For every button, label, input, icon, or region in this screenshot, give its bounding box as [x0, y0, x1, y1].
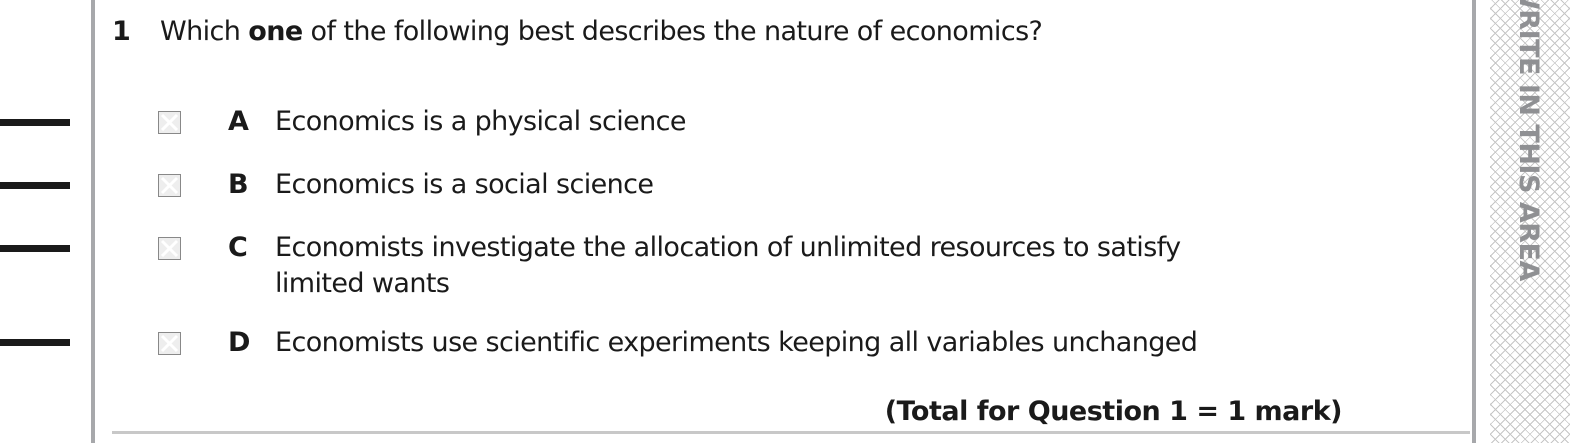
option-text: Economics is a social science — [275, 169, 654, 200]
left-border — [91, 0, 95, 443]
question-emphasis: one — [248, 16, 303, 47]
option-letter: D — [228, 327, 250, 358]
right-border — [1472, 0, 1476, 443]
option-letter: B — [228, 169, 249, 200]
option-text: Economists use scientific experiments ke… — [275, 327, 1198, 358]
question-text: Which — [160, 16, 249, 47]
checkbox-cross-icon[interactable] — [158, 111, 181, 134]
margin-marker — [0, 119, 70, 126]
option-letter: C — [228, 232, 248, 263]
checkbox-cross-icon[interactable] — [158, 332, 181, 355]
do-not-write-area — [1490, 0, 1570, 443]
question-text: of the following best describes the natu… — [302, 16, 1043, 47]
bottom-rule — [112, 431, 1470, 434]
total-marks: (Total for Question 1 = 1 mark) — [884, 396, 1343, 427]
margin-warning: WRITE IN THIS AREA — [1513, 0, 1544, 281]
option-text: Economists investigate the allocation of… — [275, 230, 1275, 302]
option-text-line: Economists investigate the allocation of… — [275, 232, 1181, 263]
option-text-line: limited wants — [275, 268, 450, 299]
question-stem: 1 Which one of the following best describ… — [112, 16, 1043, 47]
checkbox-cross-icon[interactable] — [158, 237, 181, 260]
question-number: 1 — [112, 16, 131, 47]
margin-marker — [0, 182, 70, 189]
option-text: Economics is a physical science — [275, 106, 687, 137]
option-letter: A — [228, 106, 249, 137]
margin-marker — [0, 339, 70, 346]
checkbox-cross-icon[interactable] — [158, 174, 181, 197]
margin-marker — [0, 245, 70, 252]
